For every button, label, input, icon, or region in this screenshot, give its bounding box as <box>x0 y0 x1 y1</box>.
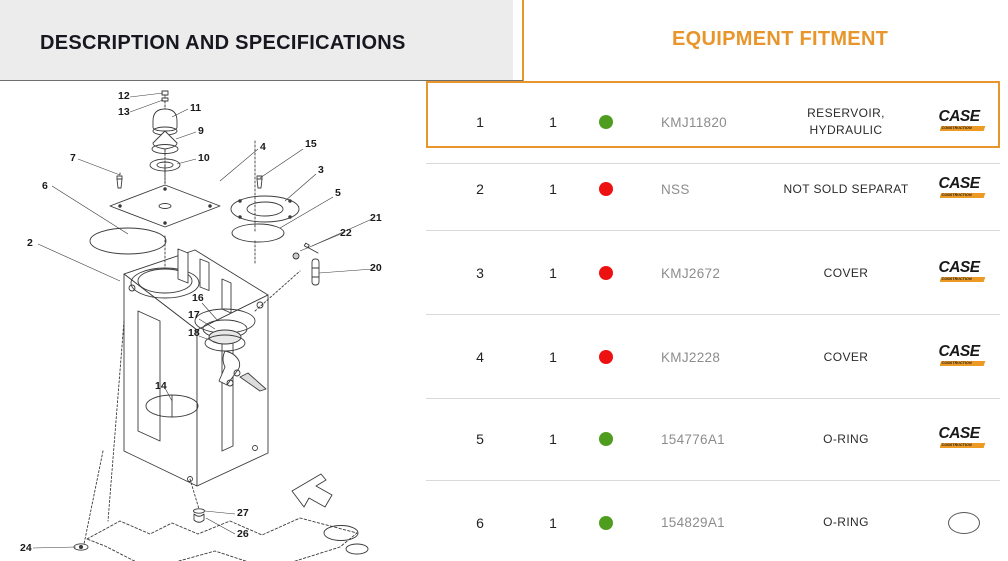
svg-text:2: 2 <box>27 237 33 249</box>
svg-text:17: 17 <box>188 309 200 321</box>
svg-text:5: 5 <box>335 187 341 199</box>
svg-text:9: 9 <box>198 125 204 137</box>
svg-text:4: 4 <box>260 141 266 153</box>
svg-text:14: 14 <box>155 380 167 392</box>
svg-text:15: 15 <box>305 138 317 150</box>
svg-text:3: 3 <box>318 164 324 176</box>
svg-text:6: 6 <box>42 180 48 192</box>
svg-text:27: 27 <box>237 507 249 519</box>
svg-text:11: 11 <box>190 102 201 114</box>
svg-text:7: 7 <box>70 152 76 164</box>
svg-text:24: 24 <box>20 542 32 554</box>
svg-text:26: 26 <box>237 528 249 540</box>
svg-text:20: 20 <box>370 262 382 274</box>
svg-text:16: 16 <box>192 292 204 304</box>
svg-text:13: 13 <box>118 106 130 118</box>
svg-text:12: 12 <box>118 90 130 102</box>
svg-text:10: 10 <box>198 152 210 164</box>
svg-text:21: 21 <box>370 212 382 224</box>
svg-text:18: 18 <box>188 327 200 339</box>
